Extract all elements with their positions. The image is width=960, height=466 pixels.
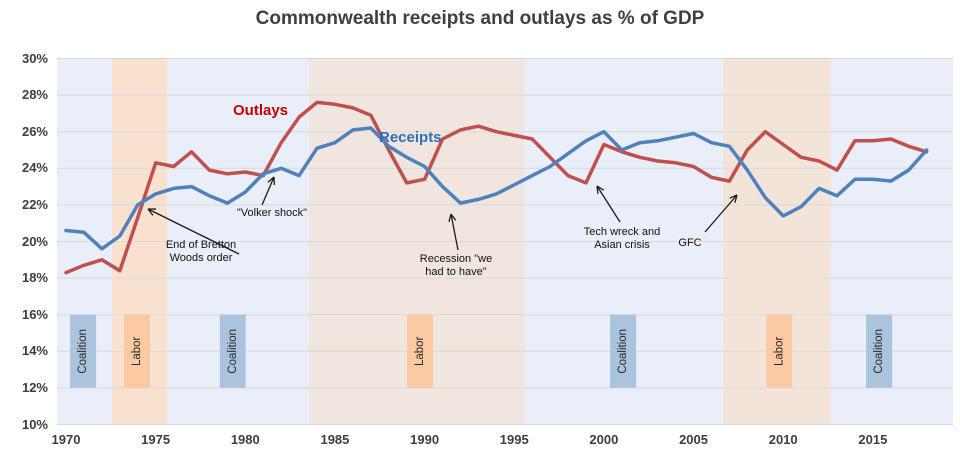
outlays-series-label: Outlays [233, 102, 289, 119]
party-label-labor: Labor [414, 336, 426, 366]
x-axis-label-2015: 2015 [858, 432, 888, 447]
y-axis-label-16: 16% [21, 306, 48, 322]
end-of-bretton-woods-arrow [147, 208, 240, 255]
party-box-labor [766, 314, 793, 388]
y-axis-label-28: 28% [21, 87, 48, 103]
party-box-labor [406, 314, 433, 388]
party-box-coalition [866, 314, 893, 388]
x-axis-label-1975: 1975 [141, 432, 171, 447]
x-axis-label-2005: 2005 [679, 432, 708, 447]
party-box-coalition [70, 314, 97, 388]
y-axis-label-30: 30% [21, 50, 48, 66]
chart-title: Commonwealth receipts and outlays as % o… [255, 8, 705, 29]
tech-wreck-asian-crisis-arrowhead [596, 185, 599, 195]
recession-we-had-to-have-arrowhead [448, 213, 452, 222]
y-axis-label-24: 24% [21, 160, 48, 176]
party-label-coalition: Coalition [617, 329, 629, 374]
end-of-bretton-woods-arrowhead [147, 208, 154, 216]
gfc-annotation: GFC [678, 237, 702, 249]
x-axis-label-1985: 1985 [320, 432, 350, 447]
recession-we-had-to-have-arrowhead [450, 213, 457, 221]
volker-shock-annotation: "Volker shock" [236, 207, 308, 219]
gfc-arrowhead [734, 194, 738, 203]
party-box-labor [124, 314, 151, 388]
receipts-line [64, 126, 929, 251]
y-axis-label-22: 22% [21, 196, 48, 212]
volker-shock-arrow [261, 176, 275, 206]
tech-wreck-asian-crisis-annotation: Tech wreck and Asian crisis [583, 226, 661, 251]
party-label-labor: Labor [773, 336, 785, 366]
gfc-arrow [704, 194, 738, 233]
party-box-coalition [219, 314, 246, 388]
party-label-coalition: Coalition [227, 329, 239, 374]
party-label-coalition: Coalition [77, 329, 89, 374]
end-of-bretton-woods-annotation: End of Bretton Woods order [165, 239, 237, 264]
x-axis-label-1995: 1995 [499, 432, 529, 447]
x-axis-label-1970: 1970 [51, 432, 81, 447]
x-axis-label-1980: 1980 [230, 432, 260, 447]
y-axis-label-26: 26% [21, 123, 48, 139]
party-label-labor: Labor [131, 336, 143, 366]
y-axis-label-18: 18% [21, 270, 48, 286]
gfc-arrowhead [729, 194, 738, 199]
recession-we-had-to-have-arrow [450, 213, 459, 251]
y-axis-label-10: 10% [21, 416, 48, 432]
outlays-line [64, 100, 929, 275]
party-label-coalition: Coalition [873, 329, 885, 374]
recession-we-had-to-have-annotation: Recession "we had to have" [419, 253, 493, 278]
y-axis-label-12: 12% [21, 379, 48, 395]
y-axis-label-20: 20% [21, 233, 48, 249]
y-axis-label-14: 14% [21, 343, 48, 359]
party-box-coalition [610, 314, 637, 388]
x-axis-label-1990: 1990 [410, 432, 440, 447]
volker-shock-arrowhead [267, 176, 275, 183]
x-axis-label-2000: 2000 [589, 432, 619, 447]
x-axis-label-2010: 2010 [768, 432, 798, 447]
tech-wreck-asian-crisis-arrow [596, 185, 621, 223]
receipts-series-label: Receipts [379, 129, 442, 146]
tech-wreck-asian-crisis-arrowhead [596, 185, 605, 191]
